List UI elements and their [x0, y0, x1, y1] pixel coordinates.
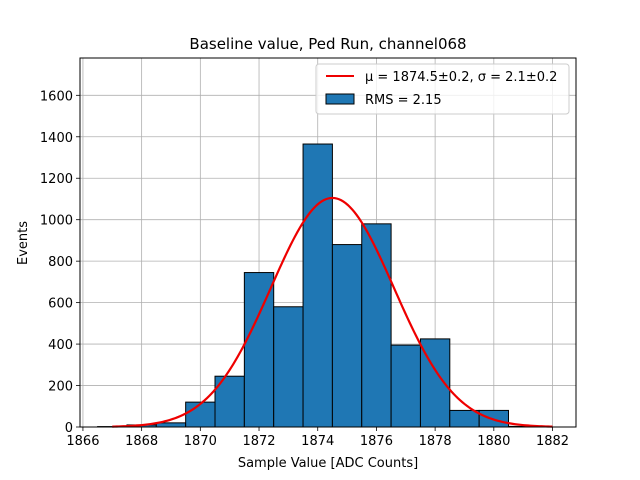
x-axis-label: Sample Value [ADC Counts]: [238, 456, 418, 471]
chart-title: Baseline value, Ped Run, channel068: [189, 35, 466, 53]
x-tick-label: 1874: [301, 434, 334, 449]
x-tick-label: 1882: [536, 434, 569, 449]
y-tick-label: 1200: [40, 172, 73, 187]
y-tick-label: 600: [48, 297, 73, 312]
y-tick-label: 400: [48, 338, 73, 353]
histogram-bar: [331, 244, 363, 428]
axes: 1866 1868 1870 1872 1874 1876 1878 1880 1882 0 200…: [40, 89, 569, 449]
legend-fit-label: μ = 1874.5±0.2, σ = 2.1±0.2: [365, 70, 557, 85]
y-axis-label: Events: [16, 221, 31, 265]
x-tick-label: 1868: [125, 434, 158, 449]
x-tick-label: 1870: [184, 434, 217, 449]
x-tick-label: 1880: [477, 434, 510, 449]
histogram-bar: [390, 344, 421, 428]
legend: μ = 1874.5±0.2, σ = 2.1±0.2 RMS = 2.15: [315, 63, 570, 115]
histogram-bar: [185, 401, 216, 428]
histogram-bars: [97, 143, 539, 428]
x-tick-label: 1872: [242, 434, 275, 449]
y-tick-label: 1600: [40, 89, 73, 104]
y-tick-label: 1400: [40, 131, 73, 146]
y-tick-label: 1000: [40, 214, 73, 229]
histogram-bar: [155, 422, 187, 428]
fit-curve-layer: [112, 196, 553, 428]
x-tick-label: 1866: [66, 434, 99, 449]
y-tick-label: 200: [48, 380, 73, 395]
plot-frame: [79, 57, 577, 428]
histogram-bar: [243, 272, 275, 428]
x-tick-label: 1876: [360, 434, 393, 449]
histogram-bar: [449, 409, 480, 428]
y-tick-label: 800: [48, 255, 73, 270]
histogram-bar: [273, 306, 304, 428]
legend-box: [315, 63, 570, 115]
histogram-bar: [361, 223, 392, 428]
y-tick-label: 0: [65, 421, 73, 436]
legend-hist-label: RMS = 2.15: [365, 93, 442, 108]
histogram-bar: [302, 143, 333, 428]
gaussian-fit-curve: [112, 196, 553, 428]
legend-hist-swatch: [325, 93, 355, 105]
x-tick-label: 1878: [419, 434, 452, 449]
